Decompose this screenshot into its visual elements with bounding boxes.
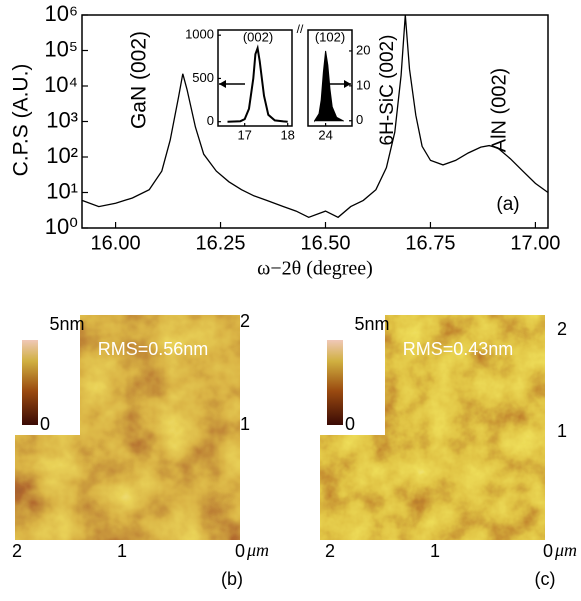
x-unit: μm	[246, 540, 269, 560]
y-tick-label: 0	[207, 113, 214, 128]
annotation: GaN (002)	[128, 31, 151, 129]
colorbar-min: 0	[345, 414, 355, 434]
panel-label: (b)	[221, 569, 243, 589]
y-tick-label: 2	[240, 311, 250, 331]
x-tick-label: 1	[430, 541, 440, 561]
y-tick-label: 1	[240, 414, 250, 434]
colorbar	[327, 340, 343, 425]
panel-label: (c)	[535, 569, 556, 589]
y-tick-label: 10⁶	[44, 1, 78, 26]
annotation: (102)	[315, 29, 345, 44]
y-tick-label: 10²	[46, 143, 78, 168]
x-tick-label: 0	[543, 541, 553, 561]
area	[314, 50, 344, 123]
rms-label: RMS=0.43nm	[403, 339, 514, 359]
y-tick-label: 10⁰	[45, 214, 78, 239]
colorbar-max: 5nm	[354, 314, 389, 334]
x-tick-label: 24	[318, 127, 332, 142]
y-tick-label: 2	[557, 319, 567, 339]
rms-label: RMS=0.56nm	[98, 339, 209, 359]
axis-break: //	[297, 22, 304, 36]
y-tick-label: 20	[356, 42, 370, 57]
colorbar-min: 0	[40, 414, 50, 434]
y-tick-label: 10³	[46, 107, 78, 132]
x-tick-label: 16.25	[196, 232, 246, 254]
line	[81, 14, 549, 219]
y-tick-label: 1	[557, 421, 567, 441]
annotation: AlN (002)	[488, 68, 510, 152]
x-tick-label: 16.50	[300, 232, 350, 254]
x-tick-label: 2	[12, 541, 22, 561]
x-tick-label: 18	[280, 127, 294, 142]
colorbar-max: 5nm	[49, 314, 84, 334]
y-tick-label: 500	[192, 70, 214, 85]
x-tick-label: 16.00	[91, 232, 141, 254]
y-tick-label: 10⁵	[44, 36, 78, 61]
colorbar	[22, 340, 38, 425]
x-tick-label: 1	[117, 541, 127, 561]
arrow-head	[219, 80, 226, 88]
y-tick-label: 1000	[185, 27, 214, 42]
x-tick-label: 17.00	[510, 232, 560, 254]
y-tick-label: 10¹	[46, 178, 78, 203]
x-tick-label: 0	[235, 541, 245, 561]
annotation: 6H-SiC (002)	[377, 35, 398, 146]
x-tick-label: 2	[325, 541, 335, 561]
y-tick-label: 10	[356, 77, 370, 92]
line	[227, 44, 288, 123]
y-axis-label: C.P.S (A.U.)	[10, 64, 33, 177]
arrow-head	[344, 80, 351, 88]
x-tick-label: 16.75	[405, 232, 455, 254]
x-axis-label: ω−2θ (degree)	[257, 258, 373, 280]
x-unit: μm	[554, 540, 577, 560]
annotation: (a)	[496, 194, 519, 215]
annotation: (002)	[243, 29, 273, 44]
x-tick-label: 17	[237, 127, 251, 142]
y-tick-label: 0	[356, 112, 363, 127]
y-tick-label: 10⁴	[44, 72, 78, 97]
